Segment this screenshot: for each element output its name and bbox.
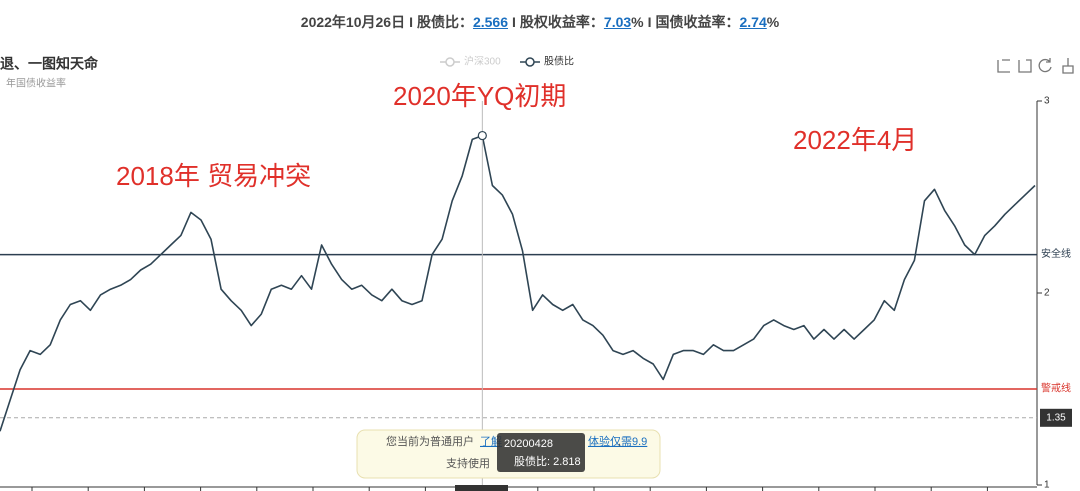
notice-text: 您当前为普通用户: [386, 434, 474, 448]
axis-pointer-label: [455, 485, 508, 491]
legend-marker: [525, 57, 535, 67]
axis-pointer-box: [1040, 408, 1072, 427]
annotation: 2022年4月: [793, 125, 917, 155]
reference-label: 警戒线: [1041, 382, 1071, 395]
y-tick-label: 3: [1044, 96, 1050, 107]
chart-subtitle: 年国债收益率: [6, 77, 66, 90]
label: 国债收益率：: [655, 14, 740, 30]
tool-restore[interactable]: [1038, 58, 1052, 73]
highlight-point: [477, 130, 487, 141]
label: 股权收益率：: [519, 14, 604, 30]
reference-label: 安全线: [1041, 247, 1071, 260]
separator: I: [647, 14, 652, 30]
notice-link[interactable]: 了解: [480, 434, 502, 448]
tooltip-title: 20200428: [504, 438, 553, 450]
y-tick-label: 2: [1044, 288, 1050, 299]
y-tick-label: 1: [1044, 480, 1050, 491]
date: 2022年10月26日: [300, 14, 406, 30]
annotation: 2020年YQ初期: [393, 81, 566, 111]
suffix: %: [631, 14, 644, 30]
annotation: 2018年 贸易冲突: [116, 161, 311, 191]
suffix: %: [766, 14, 780, 30]
tool-save[interactable]: [1062, 58, 1074, 74]
value-link[interactable]: 2.566: [472, 14, 509, 30]
tool-zoom[interactable]: [997, 59, 1010, 73]
tooltip: 20200428 股债比: 2.818: [497, 433, 585, 472]
value-link[interactable]: 7.03: [603, 14, 632, 30]
notice-text: 支持使用: [446, 456, 490, 470]
tooltip-text: 股债比: 2.818: [514, 454, 581, 468]
separator: I: [409, 14, 413, 30]
legend-label: 股债比: [544, 55, 574, 68]
series-line: [0, 134, 1036, 432]
legend-marker: [445, 57, 455, 67]
axis-pointer-value: 1.35: [1046, 412, 1066, 423]
header: 2022年10月26日 I 股债比：2.566 I 股权收益率：7.03% I 国债收益率：…: [0, 12, 1080, 32]
label: 股债比：: [416, 14, 473, 30]
legend-label: 沪深300: [464, 55, 501, 68]
notice-link[interactable]: 体验仅需9.9: [588, 434, 647, 448]
chart-title: 退、一图知天命: [0, 56, 99, 72]
tool-back[interactable]: [1018, 59, 1032, 73]
value-link[interactable]: 2.74: [739, 14, 767, 30]
toolbox[interactable]: [997, 58, 1074, 74]
notice-text: ,: [618, 436, 621, 448]
separator: I: [512, 14, 516, 30]
tooltip-box: [497, 433, 585, 472]
